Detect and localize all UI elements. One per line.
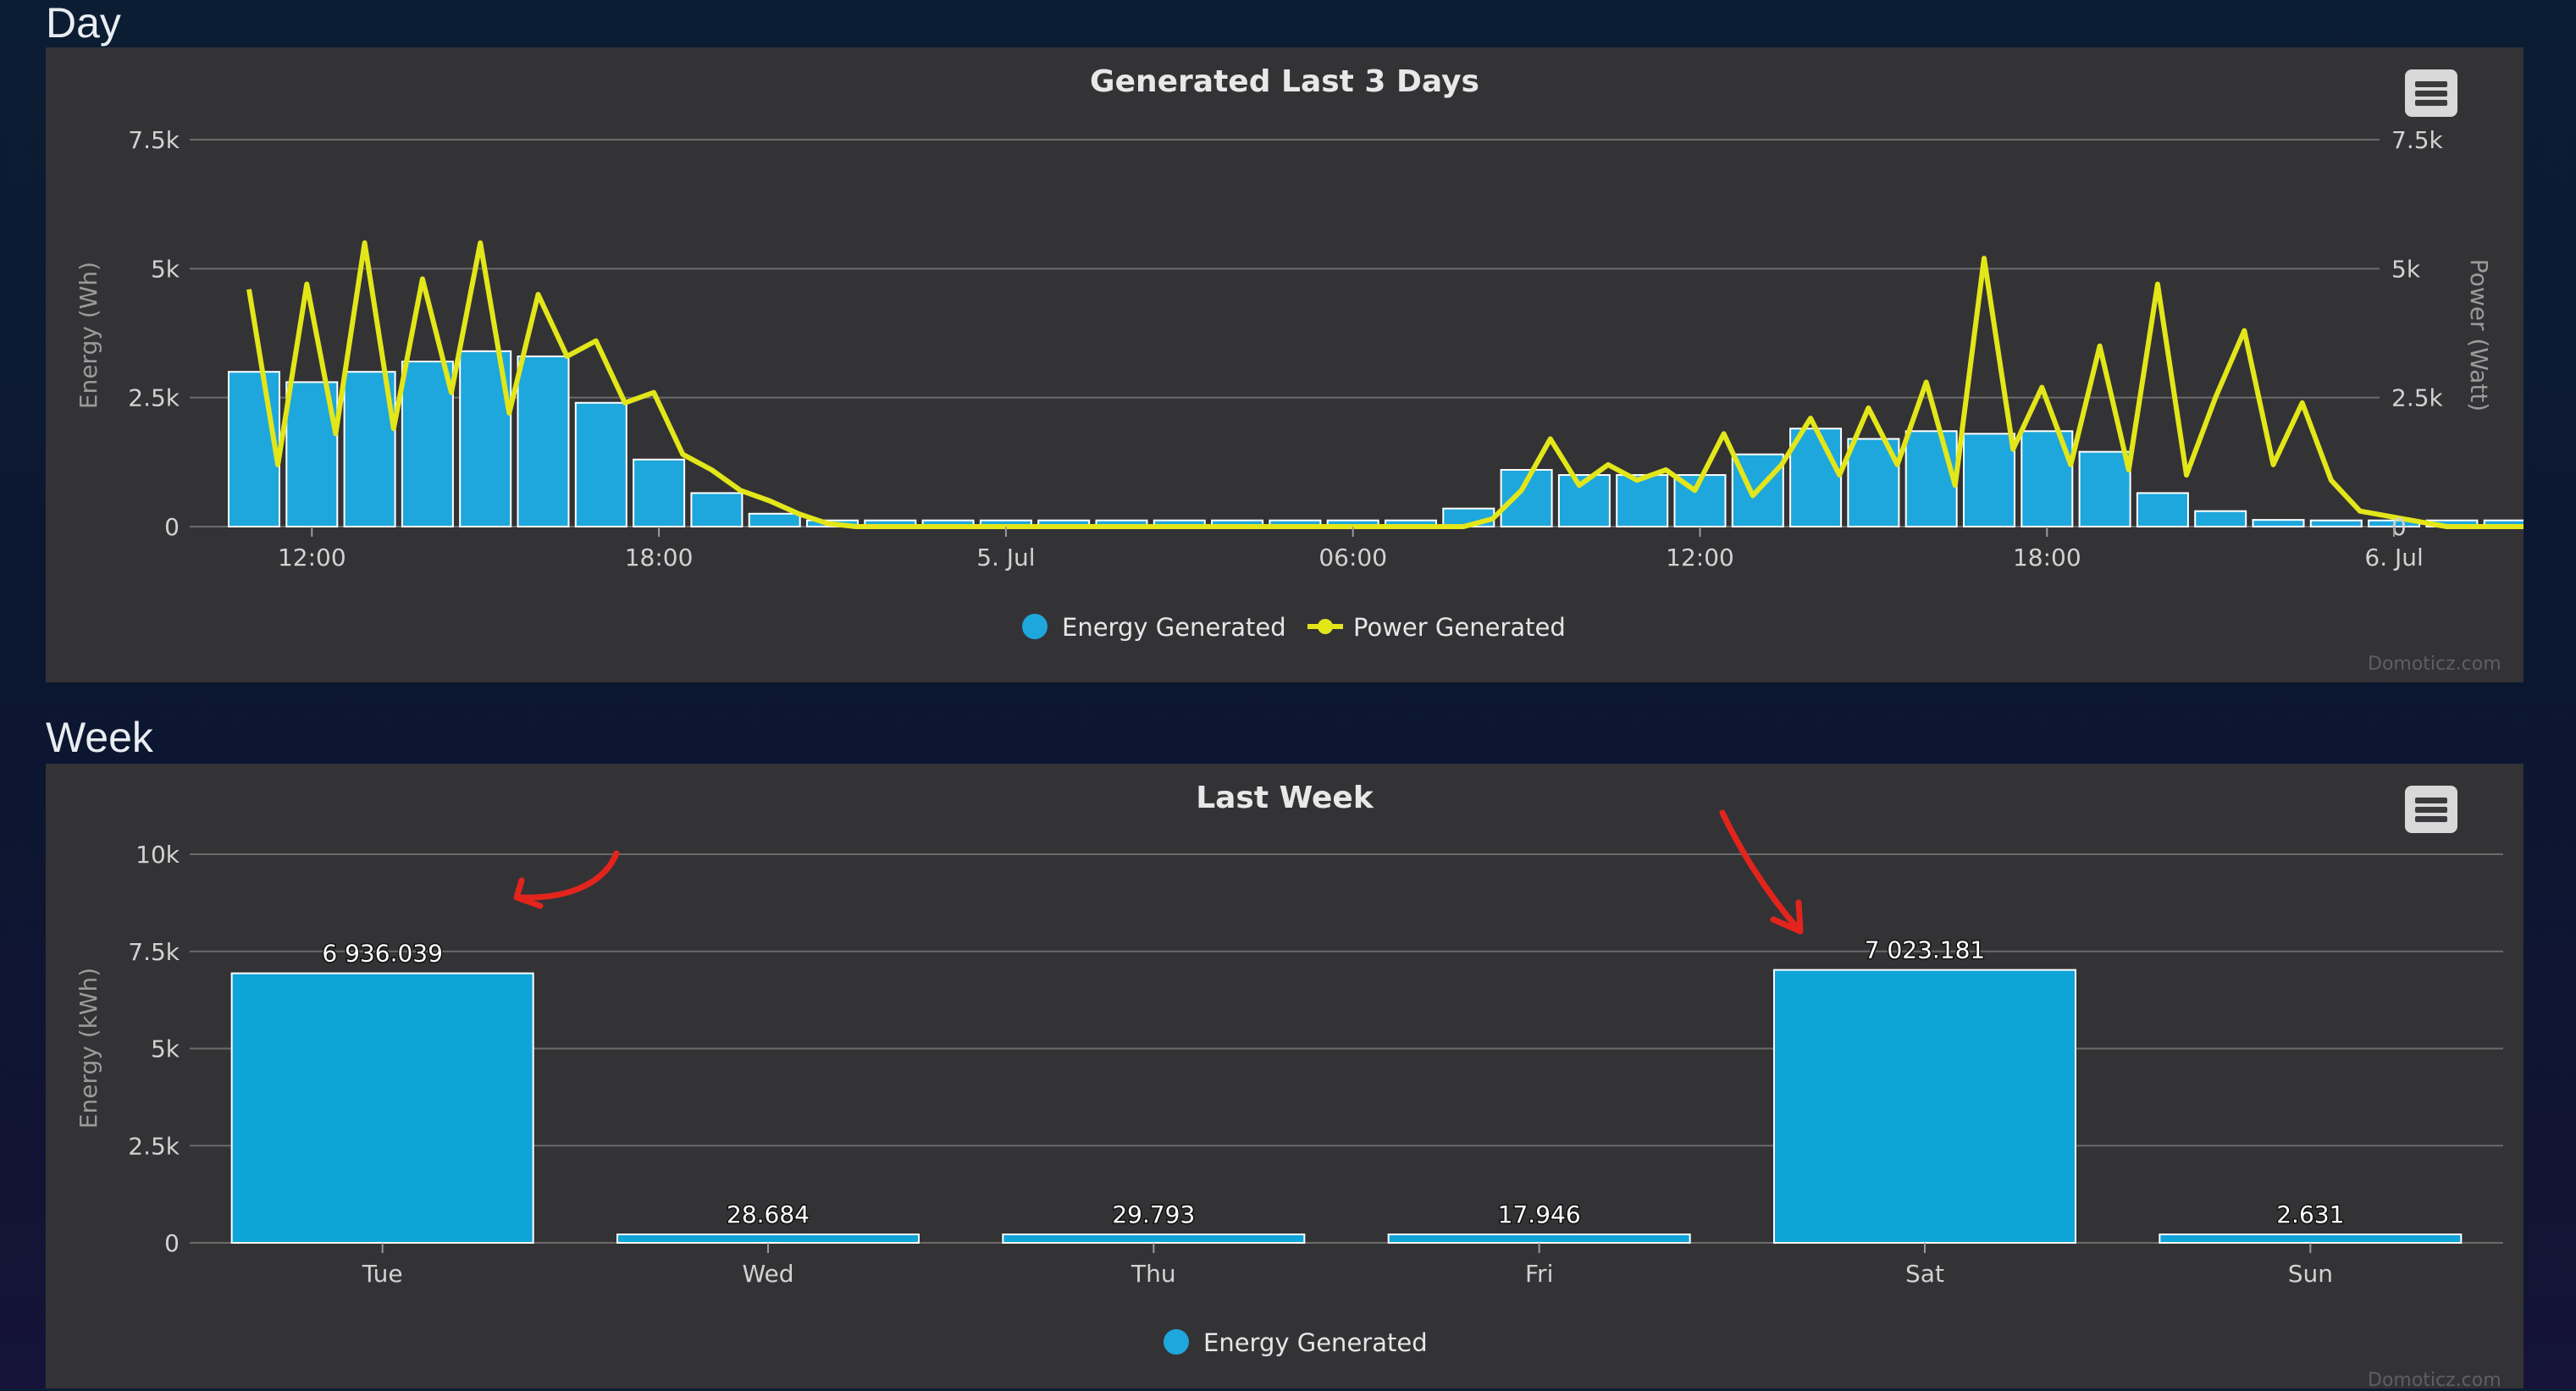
legend-power-label: Power Generated xyxy=(1353,613,1566,642)
week-x-tick-label: Tue xyxy=(362,1260,403,1288)
day-y-right-tick-label: 5k xyxy=(2391,255,2421,283)
energy-bar[interactable] xyxy=(1773,969,2076,1244)
day-chart-credit[interactable]: Domoticz.com xyxy=(2368,654,2501,675)
day-x-tick-label: 18:00 xyxy=(625,544,694,571)
energy-bar[interactable] xyxy=(401,361,454,527)
bar-data-label: 28.684 xyxy=(727,1201,810,1228)
week-y-axis-title: Energy (kWh) xyxy=(75,968,102,1129)
week-legend: Energy Generated xyxy=(1164,1328,1428,1357)
energy-bar[interactable] xyxy=(2194,510,2247,527)
bar-data-label: 6 936.039 xyxy=(322,940,443,968)
legend-energy-label: Energy Generated xyxy=(1062,613,1286,642)
week-x-tick-label: Thu xyxy=(1130,1260,1176,1288)
annotation-arrows xyxy=(513,809,1804,935)
menu-icon-bar xyxy=(2415,100,2447,106)
menu-icon-bar xyxy=(2415,81,2447,87)
menu-icon-bar xyxy=(2415,798,2447,803)
legend-energy-marker xyxy=(1022,614,1048,639)
day-x-tick-label: 12:00 xyxy=(1666,544,1734,571)
week-x-tick-label: Fri xyxy=(1525,1260,1553,1288)
energy-bar[interactable] xyxy=(2309,519,2363,527)
energy-bar[interactable] xyxy=(1387,1234,1691,1244)
day-y-left-axis-title: Energy (Wh) xyxy=(75,262,102,409)
week-chart-title: Last Week xyxy=(1196,781,1374,815)
week-y-tick-label: 2.5k xyxy=(128,1132,180,1160)
legend-item-energy[interactable]: Energy Generated xyxy=(1164,1328,1428,1357)
bar-data-label: 17.946 xyxy=(1498,1201,1581,1228)
day-chart-title: Generated Last 3 Days xyxy=(1090,64,1479,99)
menu-icon-bar xyxy=(2415,816,2447,822)
energy-bar[interactable] xyxy=(1002,1234,1306,1244)
week-y-tick-label: 7.5k xyxy=(128,938,180,966)
day-y-left-tick-label: 7.5k xyxy=(128,126,180,154)
energy-bar[interactable] xyxy=(1847,438,1900,527)
energy-bar[interactable] xyxy=(2078,450,2131,527)
week-x-tick-label: Sat xyxy=(1905,1260,1944,1288)
day-chart-panel: 0 0 2.5k 2.5k 5k 5k 7.5k 7.5k 12:00 18:00 5. Jul 06… xyxy=(46,47,2523,682)
energy-bar[interactable] xyxy=(517,355,570,528)
energy-bar[interactable] xyxy=(1963,433,2015,528)
energy-bar[interactable] xyxy=(230,972,534,1244)
day-y-right-axis-title: Power (Watt) xyxy=(2465,259,2493,411)
legend-energy-label: Energy Generated xyxy=(1203,1328,1428,1357)
annotation-arrow-right xyxy=(1719,809,1802,933)
energy-bar[interactable] xyxy=(1616,474,1669,528)
week-x-tick-label: Sun xyxy=(2288,1260,2333,1288)
day-x-tick-label: 5. Jul xyxy=(976,544,1035,571)
day-y-left-tick-label: 2.5k xyxy=(128,384,180,412)
energy-bar[interactable] xyxy=(690,492,744,527)
annotation-arrow-right-head xyxy=(1770,899,1804,935)
day-x-tick-label: 06:00 xyxy=(1318,544,1387,571)
energy-bar[interactable] xyxy=(2136,492,2189,527)
day-x-tick-label: 18:00 xyxy=(2013,544,2081,571)
energy-bar[interactable] xyxy=(2159,1234,2463,1244)
menu-icon-bar xyxy=(2415,807,2447,813)
bar-data-label: 7 023.181 xyxy=(1865,936,1986,964)
annotation-arrow-left xyxy=(517,850,620,901)
annotation-arrow-left-head xyxy=(513,877,544,909)
day-y-right-tick-label: 0 xyxy=(2391,513,2407,541)
power-generated-line xyxy=(246,240,2523,529)
day-chart-svg: 0 0 2.5k 2.5k 5k 5k 7.5k 7.5k 12:00 18:00 5. Jul 06… xyxy=(75,64,2523,642)
week-y-tick-label: 5k xyxy=(151,1035,180,1063)
energy-bar[interactable] xyxy=(574,401,627,528)
section-title-day: Day xyxy=(46,0,121,47)
day-y-right-tick-label: 2.5k xyxy=(2391,384,2444,412)
day-chart-menu-button[interactable] xyxy=(2405,69,2457,117)
legend-energy-marker xyxy=(1164,1329,1189,1355)
day-legend: Energy Generated Power Generated xyxy=(1022,613,1566,642)
week-y-tick-label: 10k xyxy=(135,841,180,869)
week-x-tick-label: Wed xyxy=(742,1260,793,1288)
week-chart-panel: 6 936.039 28.684 29.793 17.946 7 023.181 2.63… xyxy=(46,764,2523,1391)
bar-data-label: 2.631 xyxy=(2276,1201,2344,1228)
menu-icon-bar xyxy=(2415,91,2447,97)
bar-data-label: 29.793 xyxy=(1112,1201,1195,1228)
energy-bar[interactable] xyxy=(228,371,280,528)
day-y-right-tick-label: 7.5k xyxy=(2391,126,2444,154)
legend-item-power[interactable]: Power Generated xyxy=(1307,613,1566,642)
day-y-left-tick-label: 0 xyxy=(164,513,180,541)
week-chart-menu-button[interactable] xyxy=(2405,786,2457,833)
week-chart-credit[interactable]: Domoticz.com xyxy=(2368,1370,2501,1391)
energy-bar[interactable] xyxy=(2252,519,2305,528)
energy-bar[interactable] xyxy=(343,371,396,528)
day-y-left-tick-label: 5k xyxy=(151,255,180,283)
energy-bar[interactable] xyxy=(616,1234,920,1244)
legend-power-marker xyxy=(1318,619,1333,634)
day-x-tick-label: 12:00 xyxy=(278,544,346,571)
energy-bar[interactable] xyxy=(633,458,686,527)
energy-bar[interactable] xyxy=(1789,428,1843,527)
week-chart-svg: 6 936.039 28.684 29.793 17.946 7 023.181 2.63… xyxy=(75,781,2503,1357)
energy-bar[interactable] xyxy=(748,512,801,527)
legend-item-energy[interactable]: Energy Generated xyxy=(1022,613,1286,642)
energy-bar[interactable] xyxy=(1904,430,1958,528)
section-title-week: Week xyxy=(46,714,153,761)
week-y-tick-label: 0 xyxy=(164,1229,180,1257)
day-x-tick-label: 6. Jul xyxy=(2364,544,2423,571)
